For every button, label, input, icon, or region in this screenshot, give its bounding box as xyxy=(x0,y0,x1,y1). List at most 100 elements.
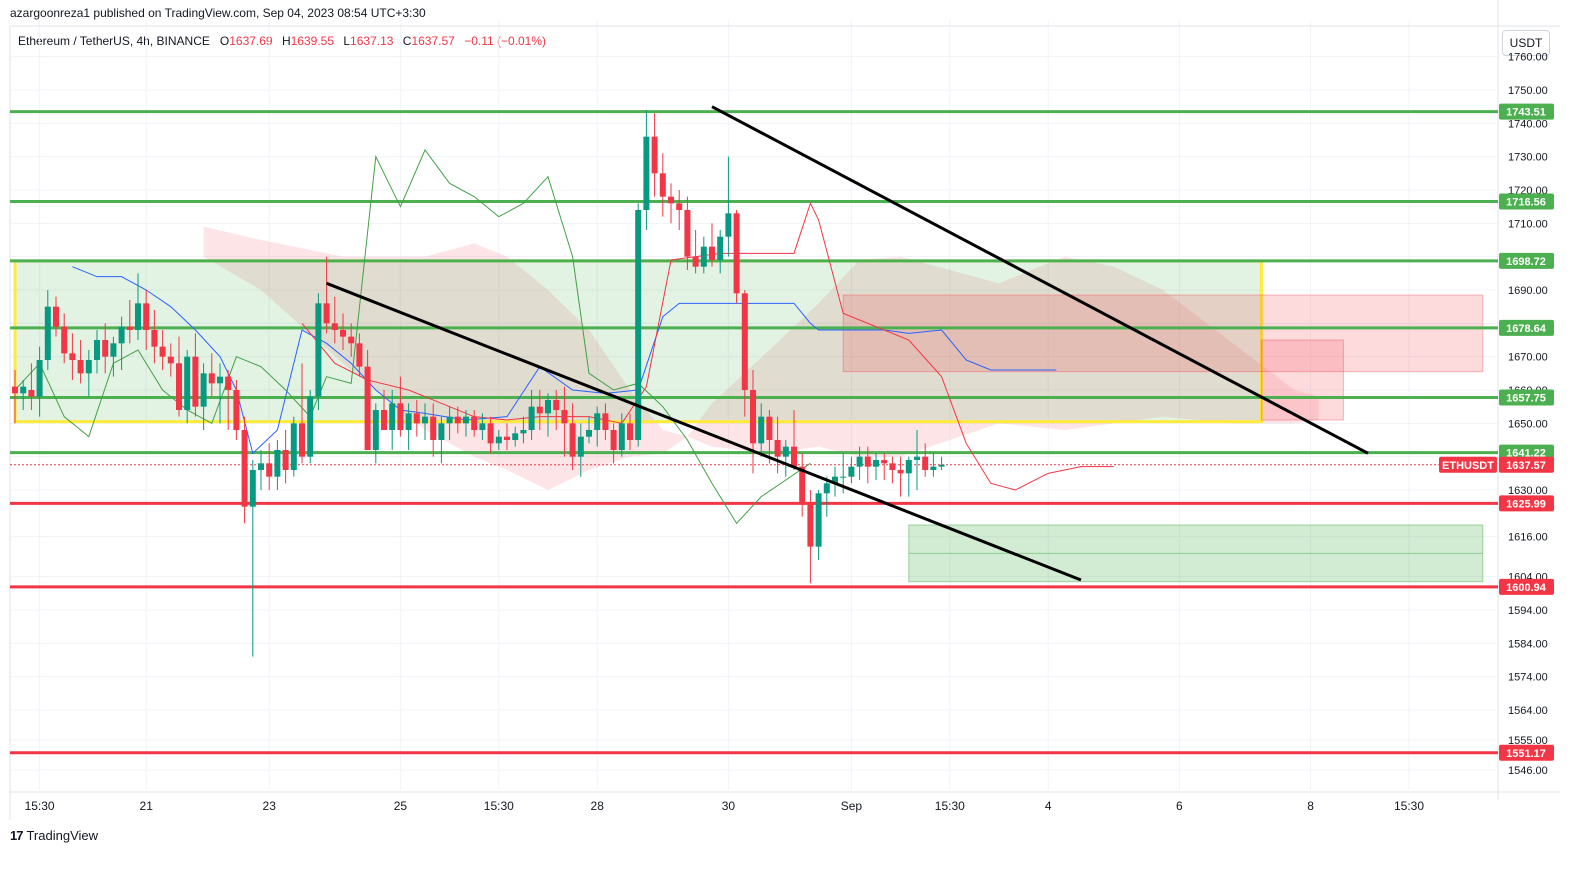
price-tick-label: 1574.00 xyxy=(1508,672,1548,684)
candle-body xyxy=(176,363,182,410)
price-tick-label: 1616.00 xyxy=(1508,532,1548,544)
level-label: 1657.75 xyxy=(1506,393,1546,405)
lagging-span-line xyxy=(14,149,811,525)
price-tick-label: 1546.00 xyxy=(1508,765,1548,777)
candle-body xyxy=(717,236,724,260)
candle-body xyxy=(618,423,625,450)
candle xyxy=(569,403,576,470)
candle xyxy=(258,450,264,490)
candle xyxy=(36,346,43,417)
ticker-tag: ETHUSDT xyxy=(1442,460,1494,472)
candle-body xyxy=(610,430,617,450)
candle-body xyxy=(110,343,117,357)
candle-body xyxy=(446,416,453,424)
candle-body xyxy=(479,423,486,430)
candle-body xyxy=(331,323,338,330)
candle-body xyxy=(659,173,666,197)
price-tick-label: 1630.00 xyxy=(1508,485,1548,497)
candle-body xyxy=(44,306,51,360)
candle-body xyxy=(487,423,494,444)
candle-body xyxy=(126,326,133,330)
candle xyxy=(241,416,248,524)
candle xyxy=(274,440,281,490)
candle xyxy=(290,416,297,477)
candle-body xyxy=(389,403,396,430)
level-label: 1743.51 xyxy=(1506,107,1546,119)
level-label: 1641.22 xyxy=(1506,448,1546,460)
time-tick-label: 15:30 xyxy=(1394,799,1424,813)
candle xyxy=(635,203,642,447)
candle xyxy=(668,183,674,224)
candle xyxy=(618,413,625,457)
candle-body xyxy=(159,346,166,357)
candle-body xyxy=(553,400,560,410)
tradingview-logo[interactable]: 17 TradingView xyxy=(10,828,98,843)
candle xyxy=(28,363,35,410)
level-label: 1600.94 xyxy=(1506,582,1547,594)
candle xyxy=(594,406,601,447)
price-tick-label: 1760.00 xyxy=(1508,52,1548,64)
candle xyxy=(791,410,797,470)
candle-body xyxy=(233,390,240,430)
candle-body xyxy=(741,293,748,390)
level-label: 1678.64 xyxy=(1506,323,1547,335)
candle xyxy=(479,413,486,440)
close-value: 1637.57 xyxy=(411,34,455,48)
close-label: C xyxy=(402,34,412,48)
candle-body xyxy=(569,423,576,457)
candle-body xyxy=(266,463,273,477)
candle-body xyxy=(208,373,215,384)
candle-body xyxy=(348,336,355,344)
candle-body xyxy=(290,423,297,470)
candle-body xyxy=(241,430,248,507)
candle-body xyxy=(69,353,76,360)
candle-body xyxy=(28,390,35,397)
time-tick-label: 15:30 xyxy=(25,799,55,813)
candle xyxy=(692,230,699,274)
price-tick-label: 1670.00 xyxy=(1508,352,1548,364)
candle-body xyxy=(750,390,756,444)
candle xyxy=(897,456,904,497)
candle xyxy=(118,316,125,370)
candle xyxy=(512,426,519,447)
symbol-legend[interactable]: Ethereum / TetherUS, 4h, BINANCE O1637.6… xyxy=(18,34,552,48)
trendlines xyxy=(326,105,1369,582)
candle-body xyxy=(381,410,387,430)
candle xyxy=(94,330,100,374)
candle-body xyxy=(372,410,379,450)
candle-body xyxy=(118,326,125,344)
level-label: 1625.99 xyxy=(1506,498,1546,510)
candle-body xyxy=(249,470,256,507)
time-tick-label: 21 xyxy=(140,799,154,813)
level-label-bg xyxy=(1499,193,1554,210)
candle xyxy=(372,403,379,464)
supply-zone xyxy=(842,294,1484,373)
candle-body xyxy=(733,213,740,294)
candle xyxy=(135,273,141,340)
currency-button[interactable]: USDT xyxy=(1502,30,1550,56)
price-tick-label: 1690.00 xyxy=(1508,285,1548,297)
candle-body xyxy=(881,460,888,464)
candle xyxy=(151,310,158,364)
candle xyxy=(651,113,658,197)
candle-body xyxy=(889,463,896,470)
candle xyxy=(684,196,691,270)
time-tick-label: 4 xyxy=(1045,799,1052,813)
candle-body xyxy=(922,456,929,470)
candles xyxy=(12,110,945,657)
candle-body xyxy=(422,416,428,424)
candle-body xyxy=(356,343,363,367)
candle-body xyxy=(184,356,191,410)
candle xyxy=(864,446,871,484)
candle-body xyxy=(454,416,461,424)
price-tick-label: 1710.00 xyxy=(1508,218,1548,230)
candle xyxy=(77,340,84,384)
candle xyxy=(700,236,707,274)
candle-body xyxy=(602,413,609,430)
candle xyxy=(85,350,92,397)
candle-body xyxy=(594,413,601,430)
candle xyxy=(331,296,338,344)
candle xyxy=(602,403,609,440)
candle xyxy=(586,416,592,444)
